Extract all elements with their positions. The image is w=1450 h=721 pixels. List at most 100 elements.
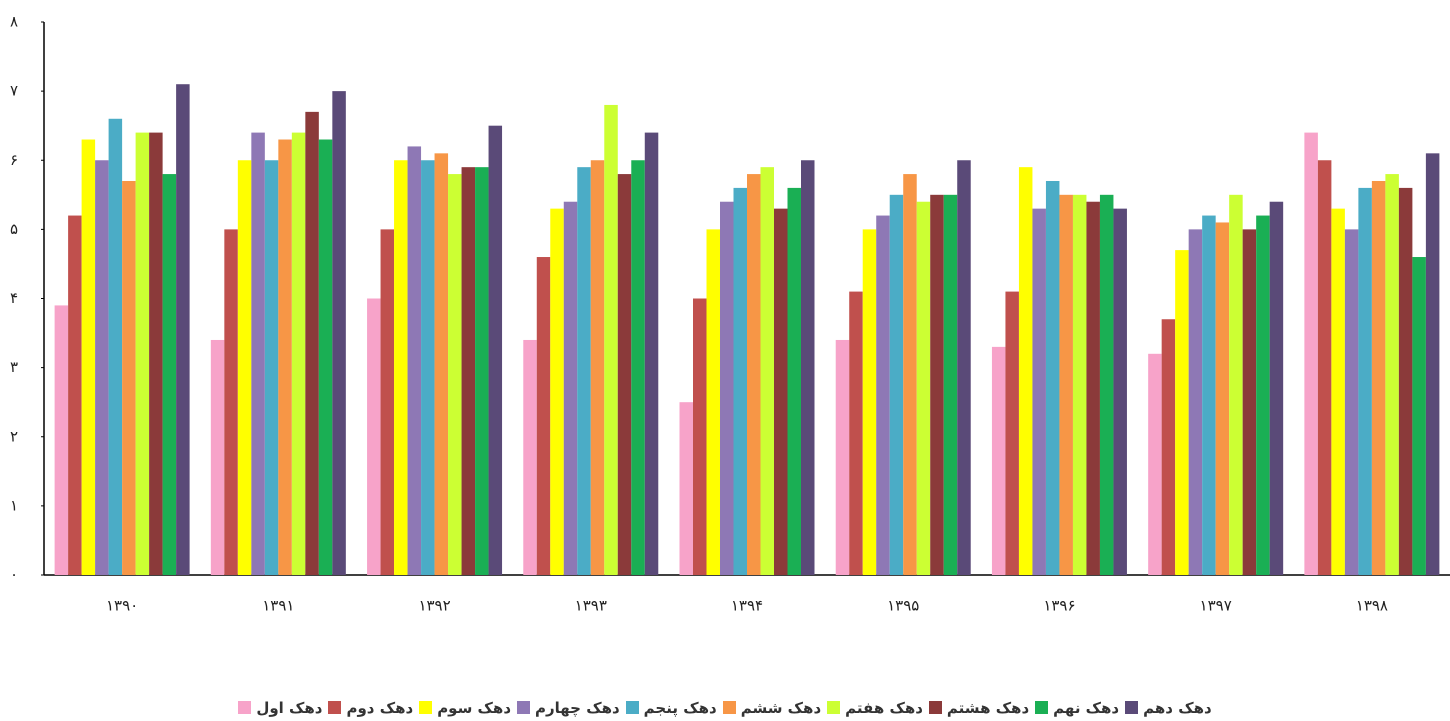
bar [475,167,489,575]
bar [930,194,944,575]
bar [1398,187,1413,575]
bar [550,208,564,575]
legend-item: دهک اول [238,699,322,717]
x-tick-label: ۱۳۹۳ [575,597,607,615]
bar [1113,208,1127,575]
bar [1188,229,1203,575]
bar [1086,201,1100,575]
bar [278,139,292,575]
bar [590,160,605,575]
bar [679,402,693,575]
bar [318,139,333,575]
bar [251,132,265,575]
bar [367,298,381,575]
legend-swatch [328,701,342,714]
bar [849,291,863,575]
bar [1215,222,1230,575]
bar [1269,201,1284,575]
bar [1099,194,1114,575]
bar [916,201,931,575]
bar [461,167,476,575]
y-tick-label: ۷ [10,82,18,100]
bar [1412,257,1426,575]
legend-label: دهک سوم [437,698,512,717]
bar [747,174,761,575]
bar [380,229,395,575]
bar [644,132,659,575]
x-tick-label: ۱۳۹۷ [1200,597,1232,615]
bar [291,132,306,575]
bar [523,339,537,575]
bar [210,339,225,575]
x-tick-label: ۱۳۹۲ [418,597,450,615]
bar [693,298,707,575]
bar [149,132,163,575]
x-tick-label: ۱۳۹۴ [731,597,763,615]
legend-item: دهک پنجم [625,698,717,717]
bar [1032,208,1046,575]
bar [434,153,449,575]
bar [787,187,801,575]
bar [1072,194,1087,575]
legend-item: دهک ششم [722,699,821,717]
legend-swatch [722,701,736,714]
legend-swatch [1125,701,1139,714]
bar [332,91,346,575]
bar [1304,132,1318,575]
bar [305,111,319,576]
bar [95,160,109,575]
bar [957,160,971,575]
bar [135,132,150,575]
bar [1059,194,1073,575]
legend-item: دهک چهارم [517,699,620,717]
bar [176,84,190,576]
bar [488,125,503,575]
x-tick-label: ۱۳۹۱ [262,597,294,615]
x-tick-label: ۱۳۹۸ [1356,597,1388,615]
bar [774,208,788,575]
bar [1344,229,1359,575]
y-tick-label: ۵ [10,220,18,238]
legend-item: دهک نهم [1035,699,1119,717]
legend-label: دهک هفتم [845,698,923,717]
legend-label: دهک پنجم [643,698,717,717]
bar [1005,291,1019,575]
legend-item: دهک هشتم [928,698,1030,717]
bar [448,174,462,575]
x-tick-label: ۱۳۹۶ [1043,597,1075,615]
legend-swatch [238,701,252,714]
chart: ۰ ۱ ۲ ۳ ۴ ۵ ۶ ۷ ۸ ۱۳۹۰ ۱۳۹۱ ۱۳۹۲ ۱۳۹۳ ۱۳۹۴ ۱۳۹۵ ۱۳۹۶ ۱۳۹… [10,13,1450,615]
bar [1018,167,1033,575]
bar [563,201,578,575]
bar [264,160,279,575]
legend-swatch [419,701,433,714]
bar [394,160,408,575]
bar [577,167,591,575]
legend-item: دهک دوم [328,699,413,717]
bar [237,160,252,575]
bar [1161,319,1176,575]
bar [407,146,422,576]
bar [1385,174,1399,575]
legend-swatch [928,701,942,714]
bar [1229,194,1243,575]
bar [1045,180,1060,576]
y-tick-label: ۱ [10,496,18,514]
bar [1202,215,1216,576]
legend-label: دهک هشتم [946,698,1030,717]
legend-label: دهک چهارم [535,698,620,717]
bar [1175,250,1189,576]
bar [1148,353,1162,575]
bar [1242,229,1257,575]
legend-label: دهک اول [256,698,323,717]
legend-label: دهک نهم [1053,698,1120,717]
y-tick-label: ۳ [10,358,18,376]
bar [162,174,177,575]
legend-label: دهک دهم [1143,698,1212,717]
bar [224,229,238,575]
bar [1425,153,1440,575]
bar [760,167,774,575]
bar [1317,160,1332,575]
bar [122,180,136,576]
